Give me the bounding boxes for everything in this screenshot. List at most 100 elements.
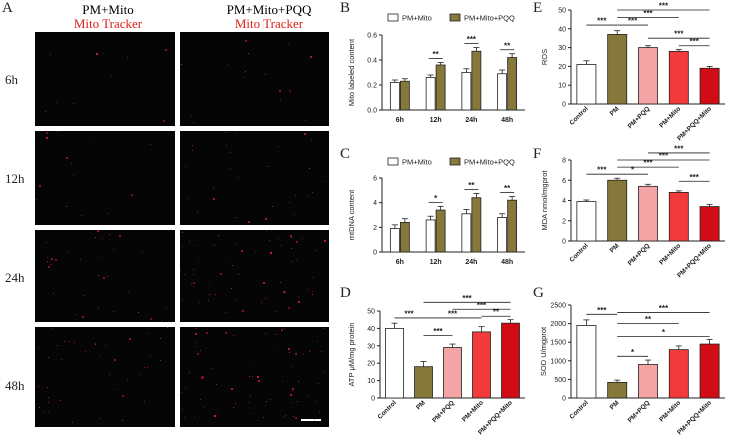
fluorescent-dot	[64, 341, 65, 342]
y-tick-label: 0	[373, 250, 377, 257]
bar	[576, 64, 597, 105]
fluorescent-dot	[167, 327, 168, 328]
y-tick-label: 500	[554, 377, 566, 384]
fluorescent-dot	[48, 402, 49, 403]
fluorescent-dot	[227, 64, 228, 65]
fluorescent-dot	[192, 150, 193, 151]
fluorescent-dot	[321, 351, 322, 352]
fluorescent-dot	[193, 282, 195, 284]
y-tick-label: 0.6	[367, 33, 377, 40]
fluorescent-dot	[99, 355, 100, 356]
fluorescent-dot	[57, 131, 58, 132]
fluorescent-dot	[278, 146, 279, 147]
fluorescent-dot	[95, 343, 96, 344]
fluorescent-dot	[200, 399, 201, 400]
fluorescent-dot	[250, 362, 251, 363]
fluorescent-dot	[103, 53, 104, 54]
fluorescent-dot	[238, 177, 239, 178]
fluorescent-dot	[263, 417, 264, 418]
fluorescent-dot	[66, 157, 68, 159]
legend-swatch	[387, 157, 399, 166]
bar	[443, 347, 462, 399]
x-tick-label: PM+PQQ	[627, 105, 652, 130]
fluorescent-dot	[39, 407, 40, 408]
fluorescent-dot	[288, 307, 290, 309]
fluorescent-dot	[184, 274, 185, 275]
panel-letter-d: D	[340, 285, 351, 301]
y-tick-label: 30	[558, 45, 566, 52]
fluorescent-dot	[194, 416, 195, 417]
fluorescent-dot	[61, 359, 62, 360]
y-axis-label: ROS	[540, 49, 549, 65]
fluorescent-dot	[295, 417, 297, 419]
fluorescent-dot	[73, 103, 74, 104]
micrograph-pm-mito-48h	[35, 327, 175, 427]
fluorescent-dot	[230, 168, 231, 169]
fluorescent-dot	[282, 381, 283, 382]
fluorescent-dot	[238, 274, 239, 275]
x-tick-label: Control	[569, 105, 590, 126]
fluorescent-dot	[284, 328, 285, 329]
fluorescent-dot	[199, 302, 200, 303]
bar	[425, 77, 436, 111]
fluorescent-dot	[270, 252, 272, 254]
fluorescent-dot	[269, 240, 270, 241]
fluorescent-dot	[90, 140, 91, 141]
y-tick-label: 40	[558, 26, 566, 33]
bar	[497, 73, 508, 111]
row-label-6h: 6h	[5, 72, 18, 87]
fluorescent-dot	[302, 238, 303, 239]
y-tick-label: 20	[367, 361, 375, 368]
fluorescent-dot	[193, 274, 194, 275]
fluorescent-dot	[233, 335, 234, 336]
bar	[638, 185, 658, 242]
fluorescent-dot	[296, 241, 298, 243]
chart-atp: 0 10 20 30 40 50 ATP μM/mg protein Control PM PM+…	[347, 294, 525, 436]
significance-label: ***	[643, 159, 653, 168]
fluorescent-dot	[108, 213, 109, 214]
y-tick-label: 2	[562, 218, 566, 225]
bar	[414, 366, 433, 399]
x-tick-label: PM+Mito	[658, 399, 682, 423]
fluorescent-dot	[114, 389, 115, 390]
x-tick-label: 12h	[430, 117, 442, 124]
fluorescent-dot	[245, 71, 246, 72]
fluorescent-dot	[285, 415, 286, 416]
fluorescent-dot	[83, 295, 84, 296]
y-tick-label: 10	[367, 378, 375, 385]
significance-label: **	[504, 184, 511, 193]
fluorescent-dot	[290, 235, 292, 237]
significance-label: ***	[477, 301, 487, 310]
fluorescent-dot	[185, 388, 186, 389]
fluorescent-dot	[60, 400, 61, 401]
fluorescent-dot	[166, 307, 167, 308]
fluorescent-dot	[127, 379, 128, 380]
fluorescent-dot	[248, 402, 249, 403]
fluorescent-dot	[192, 145, 193, 146]
panel-letter-e: E	[533, 0, 543, 16]
significance-label: ***	[467, 35, 477, 44]
fluorescent-dot	[225, 312, 226, 313]
fluorescent-dot	[276, 311, 277, 312]
fluorescent-dot	[193, 122, 194, 123]
fluorescent-dot	[217, 410, 218, 411]
fluorescent-dot	[102, 238, 103, 239]
fluorescent-dot	[215, 294, 216, 295]
fluorescent-dot	[309, 351, 310, 352]
fluorescent-dot	[305, 120, 306, 121]
legend-swatch	[387, 13, 399, 22]
fluorescent-dot	[198, 258, 199, 259]
fluorescent-dot	[182, 299, 183, 300]
chart-sod: 0 500 1000 1500 2000 2500 SOD U/mgprot Control P…	[539, 303, 725, 436]
fluorescent-dot	[144, 401, 145, 402]
fluorescent-dot	[280, 99, 281, 100]
fluorescent-dot	[197, 245, 198, 246]
fluorescent-dot	[241, 250, 243, 252]
column-header-title: PM+Mito+PQQ	[226, 2, 312, 17]
fluorescent-dot	[295, 353, 297, 355]
bar	[385, 328, 404, 399]
row-label-12h: 12h	[5, 171, 25, 186]
significance-label: ***	[462, 294, 472, 303]
fluorescent-dot	[85, 351, 86, 352]
bar	[425, 219, 436, 253]
